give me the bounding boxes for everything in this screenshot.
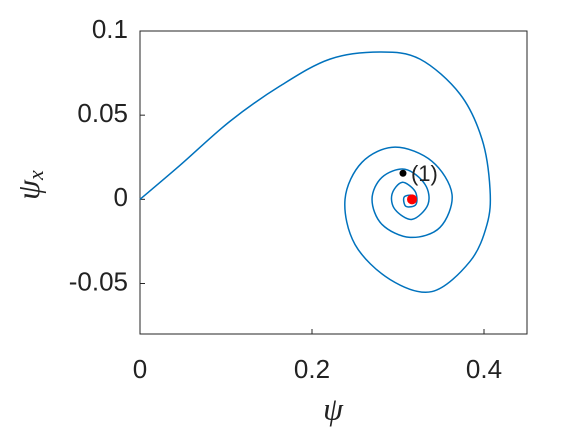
y-axis-label-main: ψ xyxy=(10,179,46,200)
y-tick-label: 0.05 xyxy=(77,98,128,128)
y-tick-label: -0.05 xyxy=(69,266,128,296)
y-tick-label: 0 xyxy=(114,182,128,212)
plot-box xyxy=(139,30,528,335)
x-tick-label: 0.2 xyxy=(294,354,330,384)
y-axis-label: ψx xyxy=(10,170,48,200)
marker-point xyxy=(399,169,407,177)
marker-point xyxy=(407,194,418,205)
y-axis-label-subscript: x xyxy=(23,170,48,181)
trajectory xyxy=(139,51,492,293)
y-tick-label: 0.1 xyxy=(92,14,128,44)
x-tick-label: 0 xyxy=(133,354,147,384)
marker-label: (1) xyxy=(411,161,438,186)
x-axis-label: ψ xyxy=(323,390,344,426)
x-tick-label: 0.4 xyxy=(466,354,502,384)
